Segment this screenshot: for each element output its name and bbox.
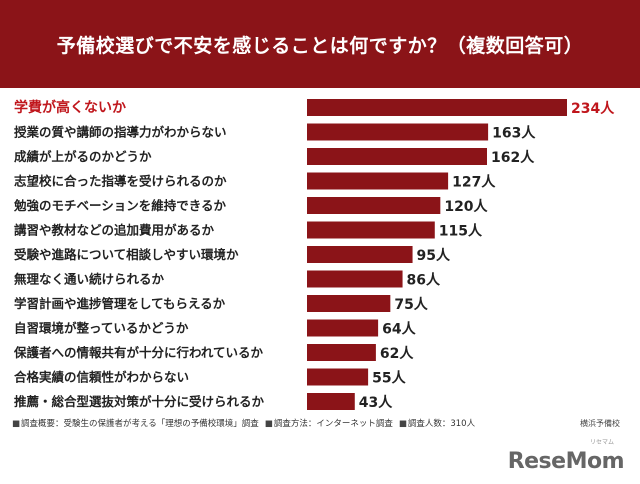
value-label: 43人	[359, 394, 393, 411]
category-label: 勉強のモチベーションを維持できるか	[13, 198, 227, 213]
value-label: 162人	[491, 149, 535, 166]
value-label: 64人	[382, 321, 416, 338]
survey-overview: 調査概要：受験生の保護者が考える「理想の予備校環境」調査	[12, 417, 259, 429]
survey-footer: 調査概要：受験生の保護者が考える「理想の予備校環境」調査 調査方法：インターネッ…	[12, 417, 632, 430]
survey-count: 調査人数：310人	[399, 417, 475, 429]
brand-subtext: リセマム	[589, 439, 614, 446]
bar	[307, 344, 376, 361]
category-label: 合格実績の信頼性がわからない	[14, 370, 189, 385]
value-label: 163人	[492, 125, 536, 142]
resemom-logo: ReseMom	[507, 449, 625, 474]
bar	[307, 123, 489, 141]
category-label: 授業の質や講師の指導力がわからない	[14, 125, 227, 140]
value-label: 115人	[439, 223, 483, 240]
bar	[307, 246, 413, 263]
bar	[307, 148, 487, 165]
category-label: 受験や進路について相談しやすい環境か	[14, 247, 239, 262]
value-label: 62人	[380, 345, 414, 362]
category-label: 志望校に合った指導を受けられるのか	[14, 174, 227, 189]
value-label: 127人	[452, 174, 496, 191]
bar	[307, 172, 449, 190]
value-label: 55人	[372, 370, 406, 387]
chart-header: 予備校選びで不安を感じることは何ですか？（複数回答可）	[0, 0, 640, 88]
value-label: 86人	[407, 272, 441, 289]
category-label: 保護者への情報共有が十分に行われているか	[13, 345, 264, 360]
category-label: 学費が高くないか	[14, 99, 126, 116]
category-label: 講習や教材などの追加費用があるか	[14, 223, 215, 238]
category-label: 推薦・総合型選抜対策が十分に受けられるか	[14, 394, 265, 409]
category-label: 学習計画や進捗管理をしてもらえるか	[14, 296, 226, 311]
category-label: 成績が上がるのかどうか	[14, 149, 152, 164]
bar	[307, 99, 567, 116]
bar	[307, 319, 379, 337]
bar	[307, 197, 441, 214]
category-label: 自習環境が整っているかどうか	[14, 321, 189, 336]
chart-title: 予備校選びで不安を感じることは何ですか？（複数回答可）	[56, 34, 584, 57]
value-label: 75人	[394, 296, 428, 313]
value-label: 120人	[444, 198, 488, 215]
bar	[307, 393, 355, 410]
bar	[307, 221, 435, 239]
category-label: 無理なく通い続けられるか	[14, 272, 165, 287]
source-label: 横浜予備校	[580, 418, 620, 428]
bar	[307, 295, 391, 312]
survey-method: 調査方法：インターネット調査	[265, 417, 393, 429]
value-label: 234人	[571, 100, 615, 117]
bar	[307, 368, 369, 386]
bar	[307, 270, 403, 288]
value-label: 95人	[417, 247, 451, 264]
